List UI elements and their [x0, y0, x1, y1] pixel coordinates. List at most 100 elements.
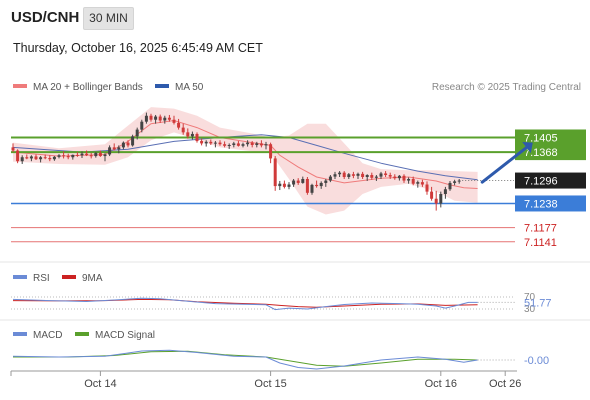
candle-body	[85, 153, 89, 156]
candle-body	[278, 183, 282, 187]
level-label-resistance-1: 7.1368	[524, 147, 558, 159]
level-label-resistance-bg-1	[515, 144, 586, 161]
candle-body	[356, 173, 360, 176]
candle-body	[103, 154, 107, 157]
candle-body	[57, 155, 61, 157]
candle-body	[223, 144, 227, 146]
candle-body	[264, 144, 268, 146]
candle-body	[75, 154, 79, 156]
candle-body	[292, 180, 296, 185]
forecast-arrow-head	[522, 142, 533, 154]
x-axis: Oct 14 Oct 15 Oct 16 Oct 26	[10, 370, 521, 390]
candle-body	[241, 144, 245, 146]
candle-body	[407, 178, 411, 181]
macd-line	[12, 349, 478, 370]
candle-body	[52, 156, 56, 160]
candle-body	[420, 182, 424, 185]
bollinger-band	[13, 107, 478, 215]
candle-body	[282, 183, 286, 187]
candle-body	[347, 174, 351, 177]
forecast-arrow-shaft	[480, 146, 528, 184]
candle-body	[338, 172, 342, 175]
candle-body	[448, 182, 452, 190]
candle-body	[319, 182, 323, 187]
candle-body	[255, 143, 259, 145]
legend-label-ma50: MA 50	[175, 82, 204, 93]
candle-body	[121, 142, 125, 148]
candle-body	[287, 184, 291, 187]
candle-body	[324, 180, 328, 183]
legend-swatch-macd-signal	[75, 332, 89, 336]
candle-body	[167, 117, 171, 120]
candle-body	[246, 142, 250, 145]
candle-body	[218, 142, 222, 145]
candle-body	[154, 116, 158, 120]
macd-legend: MACD MACD Signal	[13, 330, 155, 341]
candle-body	[163, 117, 167, 121]
symbol-title: USD/CNH	[11, 9, 80, 26]
legend-swatch-ma50	[155, 84, 169, 88]
candle-body	[416, 182, 420, 184]
candle-body	[457, 180, 461, 182]
candle-body	[25, 157, 29, 159]
legend-swatch-rsi-ma	[62, 275, 76, 279]
candle-body	[236, 143, 240, 146]
level-label-current: 7.1296	[524, 176, 558, 188]
rsi-ma-line	[12, 298, 478, 308]
candle-body	[443, 189, 447, 194]
level-label-target-4: 7.1177	[524, 223, 557, 235]
candle-body	[453, 181, 457, 183]
candle-body	[190, 133, 194, 137]
candle-body	[384, 173, 388, 176]
candle-body	[94, 152, 98, 157]
candle-body	[439, 193, 443, 204]
candle-body	[374, 176, 378, 178]
candle-body	[158, 116, 162, 121]
main-plot: 7.1405 7.1368 7.1296 7.1238 7.1177 7.1141	[11, 107, 586, 249]
candle-body	[11, 147, 15, 151]
candle-body	[305, 178, 309, 193]
candle-body	[144, 115, 148, 122]
candle-body	[149, 115, 153, 120]
candle-body	[62, 155, 66, 157]
candle-body	[402, 175, 406, 181]
candle-body	[131, 136, 135, 146]
candle-body	[411, 178, 415, 184]
macd-plot: -0.00	[12, 349, 549, 370]
candle-body	[365, 175, 369, 177]
candle-body	[370, 175, 374, 178]
candle-body	[310, 184, 314, 193]
candle-body	[80, 153, 84, 156]
legend-swatch-rsi	[13, 275, 27, 279]
candle-body	[98, 152, 102, 157]
timeframe-button[interactable]: 30 MIN	[83, 7, 134, 30]
level-label-support-3: 7.1238	[524, 198, 558, 210]
level-label-current-bg	[515, 172, 586, 189]
main-legend: MA 20 + Bollinger Bands MA 50	[13, 82, 204, 93]
candle-body	[16, 150, 20, 162]
candle-body	[397, 175, 401, 179]
x-tick-label: Oct 14	[84, 378, 116, 390]
rsi-level-label-30: 30	[524, 304, 536, 315]
x-tick-label: Oct 15	[254, 378, 286, 390]
candle-body	[89, 155, 93, 157]
rsi-line	[12, 297, 478, 311]
candle-body	[204, 141, 208, 144]
legend-swatch-macd	[13, 332, 27, 336]
candle-body	[227, 144, 231, 146]
legend-label-rsi: RSI	[33, 273, 50, 284]
candle-body	[71, 154, 75, 158]
legend-label-macd-signal: MACD Signal	[95, 330, 155, 341]
candle-body	[39, 157, 43, 160]
candle-body	[388, 175, 392, 177]
candle-body	[108, 147, 112, 155]
level-label-resistance-bg-0	[515, 129, 586, 146]
candle-body	[301, 178, 305, 183]
candle-body	[393, 176, 397, 179]
candle-body	[328, 176, 332, 181]
candle-body	[434, 198, 438, 204]
candle-body	[232, 143, 236, 145]
